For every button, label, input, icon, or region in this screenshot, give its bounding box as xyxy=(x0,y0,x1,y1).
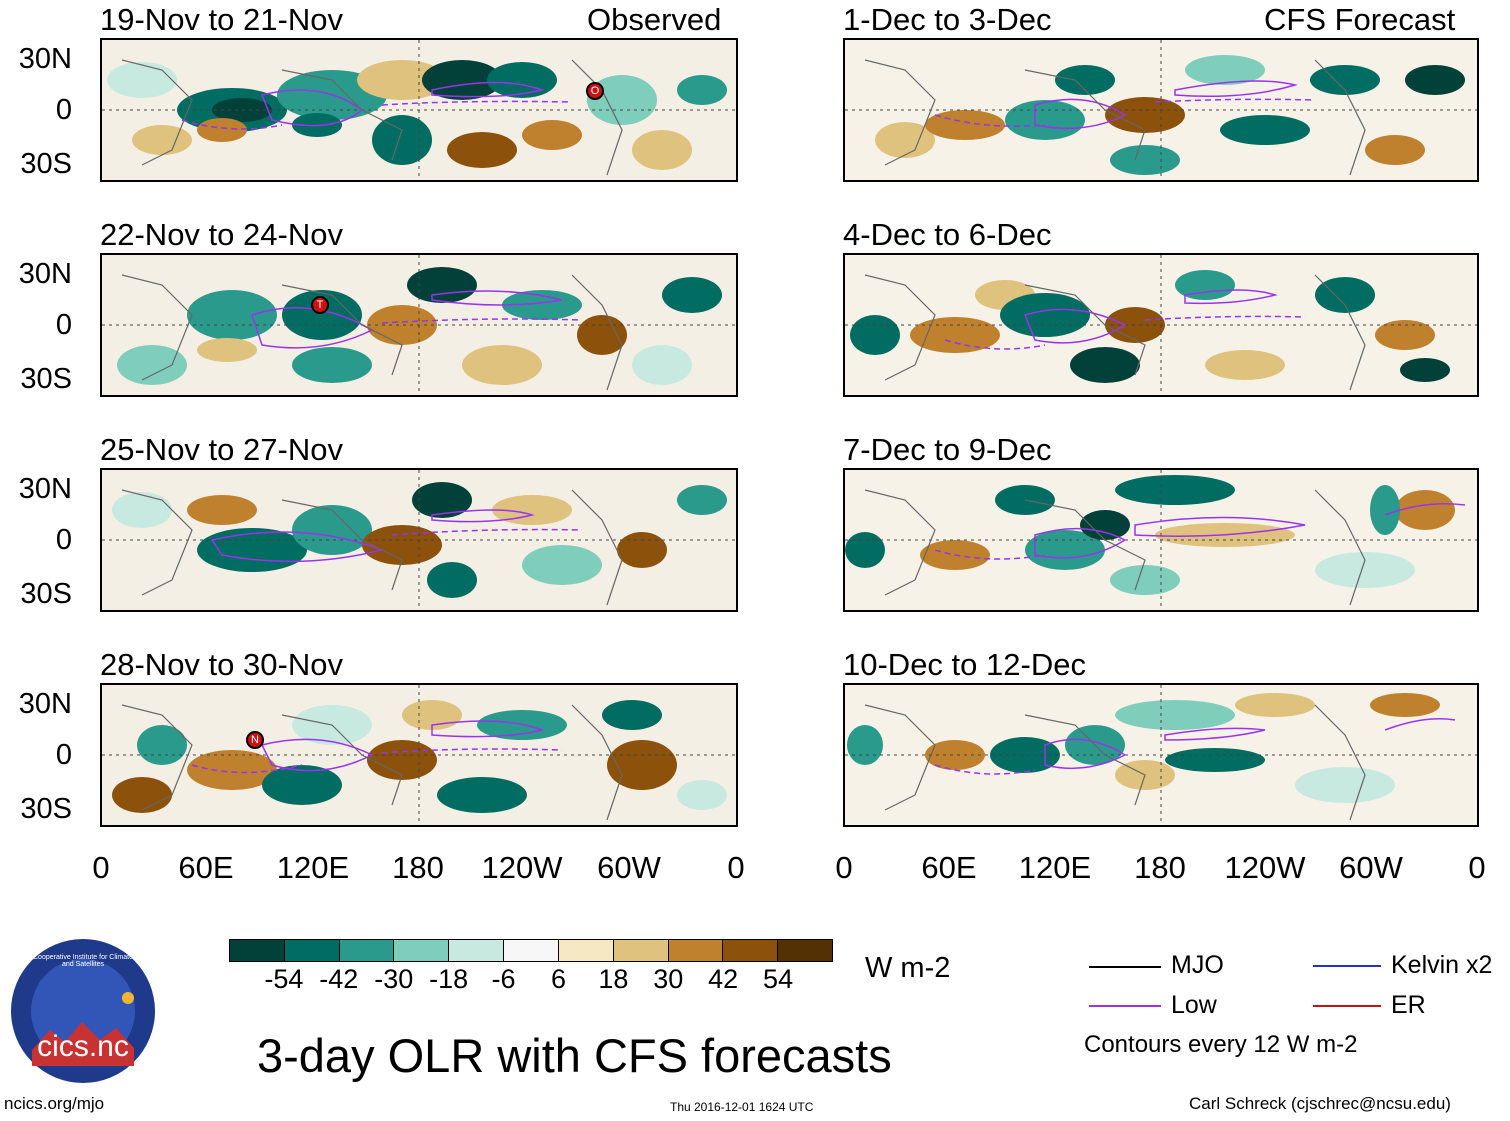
storm-marker-icon: T xyxy=(311,296,329,314)
colorbar-label: 54 xyxy=(763,964,794,994)
y-tick-30n: 30N xyxy=(18,43,72,75)
x-tick: 60E xyxy=(178,850,234,885)
low-line-icon xyxy=(1089,1005,1161,1007)
map-panel-fcst-4 xyxy=(843,683,1479,827)
panel-title: 10-Dec to 12-Dec xyxy=(843,647,1086,682)
figure-title: 3-day OLR with CFS forecasts xyxy=(257,1029,892,1082)
colorbar-swatch xyxy=(284,940,340,961)
colorbar-label: 18 xyxy=(598,964,629,994)
x-tick: 120W xyxy=(1224,850,1306,885)
map-panel-obs-1 xyxy=(100,38,738,182)
legend-label-er: ER xyxy=(1391,991,1426,1019)
timestamp: Thu 2016-12-01 1624 UTC xyxy=(670,1100,814,1114)
colorbar-swatch xyxy=(668,940,724,961)
contour-note: Contours every 12 W m-2 xyxy=(1084,1031,1358,1058)
panel-title: 7-Dec to 9-Dec xyxy=(843,432,1052,467)
y-tick-0: 0 xyxy=(55,309,72,341)
map-panel-fcst-3 xyxy=(843,468,1479,612)
y-tick-30s: 30S xyxy=(20,578,72,610)
logo-text: cics.nc xyxy=(37,1030,129,1063)
colorbar-label: -6 xyxy=(491,964,516,994)
colorbar-label: 6 xyxy=(550,964,566,994)
olr-field xyxy=(102,255,736,395)
map-panel-fcst-2 xyxy=(843,253,1479,397)
colorbar-label: 30 xyxy=(653,964,684,994)
olr-field xyxy=(845,470,1477,610)
x-tick: 120W xyxy=(481,850,563,885)
y-tick-30s: 30S xyxy=(20,363,72,395)
x-tick: 60W xyxy=(1339,850,1403,885)
colorbar-label: -30 xyxy=(374,964,414,994)
x-tick: 0 xyxy=(1468,850,1486,885)
y-tick-30n: 30N xyxy=(18,473,72,505)
x-tick: 0 xyxy=(727,850,745,885)
x-tick: 60E xyxy=(921,850,977,885)
x-tick: 0 xyxy=(92,850,110,885)
map-panel-obs-3 xyxy=(100,468,738,612)
colorbar-label: 42 xyxy=(708,964,739,994)
colorbar-unit: W m-2 xyxy=(865,952,951,984)
forecast-label: CFS Forecast xyxy=(1264,2,1456,37)
colorbar-swatch xyxy=(613,940,669,961)
colorbar-swatch xyxy=(394,940,450,961)
storm-marker-icon: O xyxy=(586,82,604,100)
colorbar-swatch xyxy=(339,940,395,961)
kelvin-line-icon xyxy=(1313,965,1381,967)
colorbar-swatch xyxy=(449,940,505,961)
panel-title: 4-Dec to 6-Dec xyxy=(843,217,1052,252)
olr-field xyxy=(102,470,736,610)
olr-field xyxy=(845,255,1477,395)
colorbar-swatch xyxy=(778,940,832,961)
mjo-line-icon xyxy=(1089,966,1161,968)
x-tick: 120E xyxy=(1018,850,1092,885)
map-panel-obs-4 xyxy=(100,683,738,827)
panel-title: 28-Nov to 30-Nov xyxy=(100,647,343,682)
observed-label: Observed xyxy=(587,2,722,37)
panel-title: 22-Nov to 24-Nov xyxy=(100,217,343,252)
cics-logo-icon xyxy=(11,939,155,1083)
website-link[interactable]: ncics.org/mjo xyxy=(4,1094,105,1113)
er-line-icon xyxy=(1313,1005,1381,1007)
x-tick: 180 xyxy=(1134,850,1186,885)
olr-field xyxy=(845,685,1477,825)
author-credit: Carl Schreck (cjschrec@ncsu.edu) xyxy=(1189,1094,1451,1113)
y-tick-0: 0 xyxy=(55,739,72,771)
panel-title: 19-Nov to 21-Nov xyxy=(100,2,343,37)
map-panel-obs-2 xyxy=(100,253,738,397)
colorbar-label: -42 xyxy=(319,964,359,994)
colorbar-swatch xyxy=(230,940,285,961)
colorbar-swatch xyxy=(558,940,614,961)
map-panel-fcst-1 xyxy=(843,38,1479,182)
legend-label-kelvin: Kelvin x2 xyxy=(1391,951,1493,979)
x-tick: 180 xyxy=(392,850,444,885)
x-tick: 0 xyxy=(835,850,853,885)
colorbar xyxy=(229,939,833,962)
colorbar-label: -54 xyxy=(264,964,304,994)
y-tick-0: 0 xyxy=(55,524,72,556)
olr-field xyxy=(102,40,736,180)
storm-marker-icon: N xyxy=(246,731,264,749)
legend-label-low: Low xyxy=(1171,991,1217,1019)
panel-title: 1-Dec to 3-Dec xyxy=(843,2,1052,37)
colorbar-swatch xyxy=(504,940,559,961)
y-tick-0: 0 xyxy=(55,94,72,126)
panel-title: 25-Nov to 27-Nov xyxy=(100,432,343,467)
y-tick-30n: 30N xyxy=(18,258,72,290)
legend-label-mjo: MJO xyxy=(1171,951,1224,979)
colorbar-swatch xyxy=(723,940,779,961)
y-tick-30s: 30S xyxy=(20,793,72,825)
cics-logo: cics.nc Cooperative Institute for Climat… xyxy=(10,938,156,1084)
olr-field xyxy=(102,685,736,825)
x-tick: 60W xyxy=(597,850,661,885)
y-tick-30s: 30S xyxy=(20,148,72,180)
logo-ring-text: Cooperative Institute for Climate and Sa… xyxy=(33,954,133,968)
colorbar-label: -18 xyxy=(429,964,469,994)
olr-field xyxy=(845,40,1477,180)
x-tick: 120E xyxy=(276,850,350,885)
y-tick-30n: 30N xyxy=(18,688,72,720)
